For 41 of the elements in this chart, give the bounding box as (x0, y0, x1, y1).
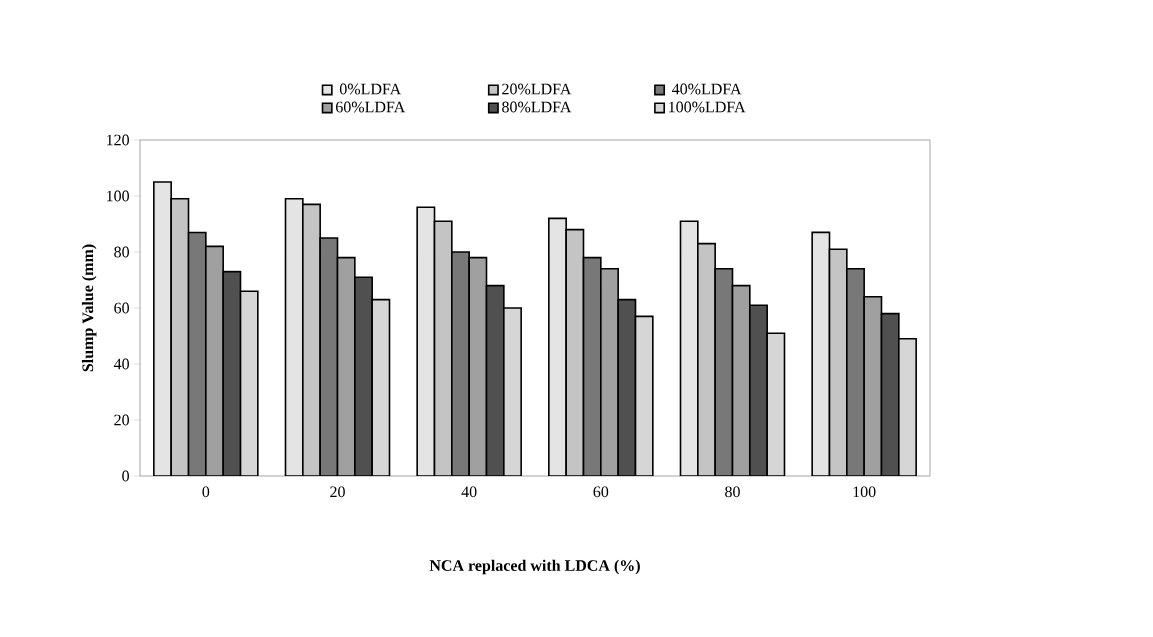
x-tick-label: 60 (593, 486, 609, 498)
x-tick-label: 100 (853, 486, 876, 498)
legend-label: 20%LDFA (502, 83, 572, 95)
bar (434, 221, 452, 476)
bar (320, 238, 338, 476)
bar (680, 221, 698, 476)
bar (469, 257, 487, 476)
bar (811, 231, 831, 476)
y-tick-label: 100 (107, 190, 129, 202)
y-tick-label: 0 (122, 470, 129, 482)
y-tick-label: 80 (114, 246, 129, 258)
y-axis-title: Slump Value (mm) (81, 244, 97, 372)
y-tick-label: 20 (114, 414, 129, 426)
bar (285, 198, 303, 476)
bar (188, 232, 206, 476)
bar (171, 198, 189, 476)
x-tick-label: 20 (330, 486, 345, 498)
legend-label: 40%LDFA (672, 83, 742, 95)
legend-label: 100%LDFA (669, 101, 746, 113)
legend-label: 80%LDFA (502, 101, 572, 113)
bar (240, 291, 258, 476)
bar (767, 333, 785, 476)
legend-label: 0%LDFA (339, 83, 402, 95)
x-tick-label: 80 (725, 486, 740, 498)
legend-label: 60%LDFA (336, 101, 406, 113)
y-tick-label: 120 (107, 134, 129, 146)
y-tick-label: 40 (113, 358, 129, 370)
bar (828, 248, 848, 476)
x-tick-label: 40 (461, 486, 477, 498)
bar (863, 296, 883, 476)
bar (732, 285, 750, 476)
bar (372, 299, 390, 476)
y-tick-label: 60 (114, 302, 129, 314)
bar (566, 229, 584, 476)
x-axis-title: NCA replaced with LDCA (%) (429, 559, 640, 575)
bar (635, 316, 653, 476)
bar (337, 257, 355, 476)
x-tick-label: 0 (202, 486, 210, 498)
bar (715, 268, 733, 476)
bar (583, 257, 601, 476)
bar (417, 207, 435, 476)
